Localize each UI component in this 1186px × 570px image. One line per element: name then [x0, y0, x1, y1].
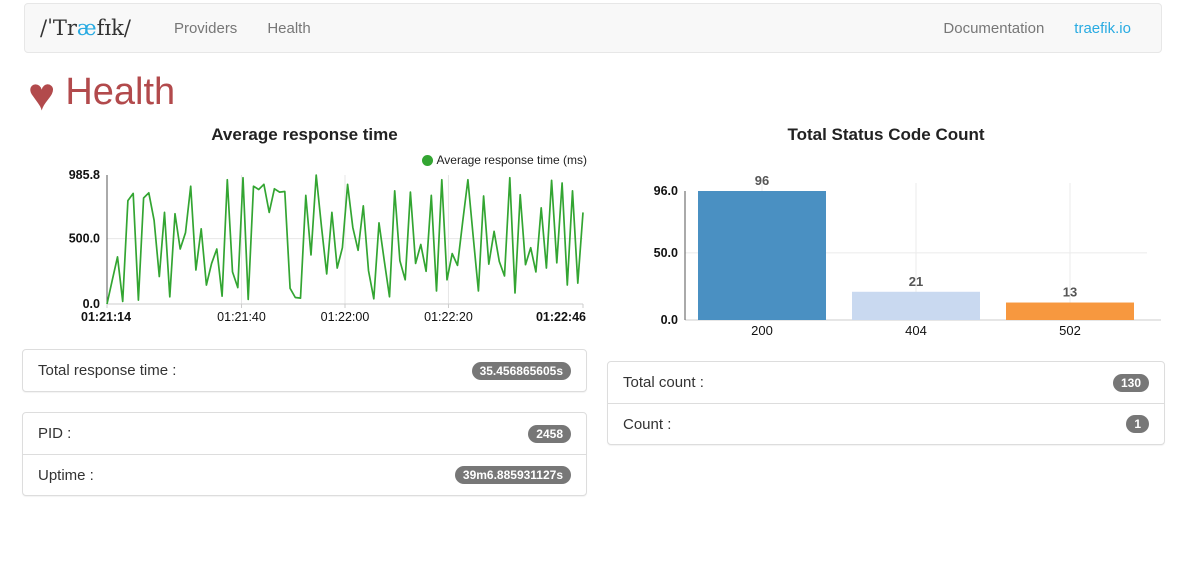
- y-tick-label: 0.0: [83, 297, 100, 311]
- nav-item-providers[interactable]: Providers: [173, 19, 238, 37]
- main-content: Average response time Average response t…: [22, 121, 1165, 496]
- stat-badge-pid: 2458: [528, 424, 571, 443]
- bar-value-label: 96: [755, 173, 769, 188]
- response-time-line: [106, 174, 584, 305]
- line-chart: 01:21:14 01:21:40 01:22:00 01:22:20 01:22:46…: [69, 169, 586, 324]
- bar-value-label: 21: [909, 274, 923, 289]
- process-panel: PID : 2458 Uptime : 39m6.885931127s: [22, 412, 587, 496]
- nav-item-traefik-io[interactable]: traefik.io: [1074, 19, 1131, 37]
- line-chart-legend[interactable]: Average response time (ms): [22, 151, 587, 169]
- y-tick-label: 0.0: [661, 313, 678, 327]
- y-tick-label: 96.0: [654, 184, 678, 198]
- response-time-column: Average response time Average response t…: [22, 121, 587, 496]
- bar-category-label: 502: [1059, 323, 1081, 338]
- stat-badge-uptime: 39m6.885931127s: [454, 466, 571, 484]
- stat-row-count: Count : 1: [608, 403, 1164, 444]
- bar-value-label: 13: [1063, 285, 1077, 300]
- stat-badge-count: 1: [1126, 415, 1149, 433]
- bar-chart-title: Total Status Code Count: [787, 125, 985, 144]
- bar-chart: 0.0 50.0 96.0 96 200 21 404 13 502: [654, 173, 1161, 338]
- bar-category-label: 404: [905, 323, 927, 338]
- x-tick-label: 01:22:20: [424, 310, 473, 324]
- legend-spacer: [607, 151, 1165, 169]
- stat-label: Total response time :: [38, 362, 177, 379]
- bar-category-label: 200: [751, 323, 773, 338]
- total-response-time-panel: Total response time : 35.456865605s: [22, 349, 587, 392]
- bar-200: [698, 191, 826, 320]
- x-tick-label: 01:22:00: [321, 310, 370, 324]
- count-panel: Total count : 130 Count : 1: [607, 361, 1165, 445]
- x-tick-label: 01:21:40: [217, 310, 266, 324]
- legend-dot-icon: [422, 154, 434, 166]
- stat-label: Uptime :: [38, 466, 94, 484]
- x-tick-label: 01:22:46: [536, 310, 586, 324]
- stat-label: PID :: [38, 425, 72, 442]
- stat-label: Count :: [623, 415, 672, 433]
- page-header: ♥ Health: [28, 68, 1162, 120]
- stat-row-uptime: Uptime : 39m6.885931127s: [23, 454, 586, 495]
- logo-pre: /ˈTr: [40, 16, 77, 40]
- legend-label: Average response time (ms): [436, 153, 587, 167]
- stat-label: Total count :: [623, 374, 704, 391]
- stat-row-pid: PID : 2458: [23, 413, 586, 454]
- stat-badge-total-response-time: 35.456865605s: [471, 361, 571, 380]
- logo-accent: æ: [76, 16, 97, 40]
- page-title: Health: [65, 71, 176, 113]
- y-tick-label: 985.8: [69, 169, 100, 182]
- navbar-links: Providers Health: [159, 4, 326, 52]
- bar-404: [852, 291, 980, 320]
- x-tick-label: 01:21:14: [81, 310, 131, 324]
- traefik-logo[interactable]: /ˈTræfɪk/: [40, 16, 131, 40]
- navbar-right-links: Documentation traefik.io: [928, 4, 1146, 52]
- stat-row-total-count: Total count : 130: [608, 362, 1164, 403]
- line-chart-title: Average response time: [211, 125, 398, 144]
- heart-icon: ♥: [28, 68, 56, 120]
- status-code-column: Total Status Code Count 0.0 50.0 96.0 96 200…: [607, 121, 1165, 496]
- navbar: /ˈTræfɪk/ Providers Health Documentation…: [24, 3, 1162, 53]
- stat-row-total-response-time: Total response time : 35.456865605s: [23, 350, 586, 391]
- y-tick-label: 500.0: [69, 232, 100, 246]
- nav-item-health[interactable]: Health: [267, 19, 311, 37]
- nav-item-documentation[interactable]: Documentation: [943, 19, 1045, 37]
- bar-502: [1006, 302, 1134, 320]
- y-tick-label: 50.0: [654, 246, 678, 260]
- stat-badge-total-count: 130: [1112, 373, 1149, 392]
- logo-post: fɪk/: [96, 16, 131, 40]
